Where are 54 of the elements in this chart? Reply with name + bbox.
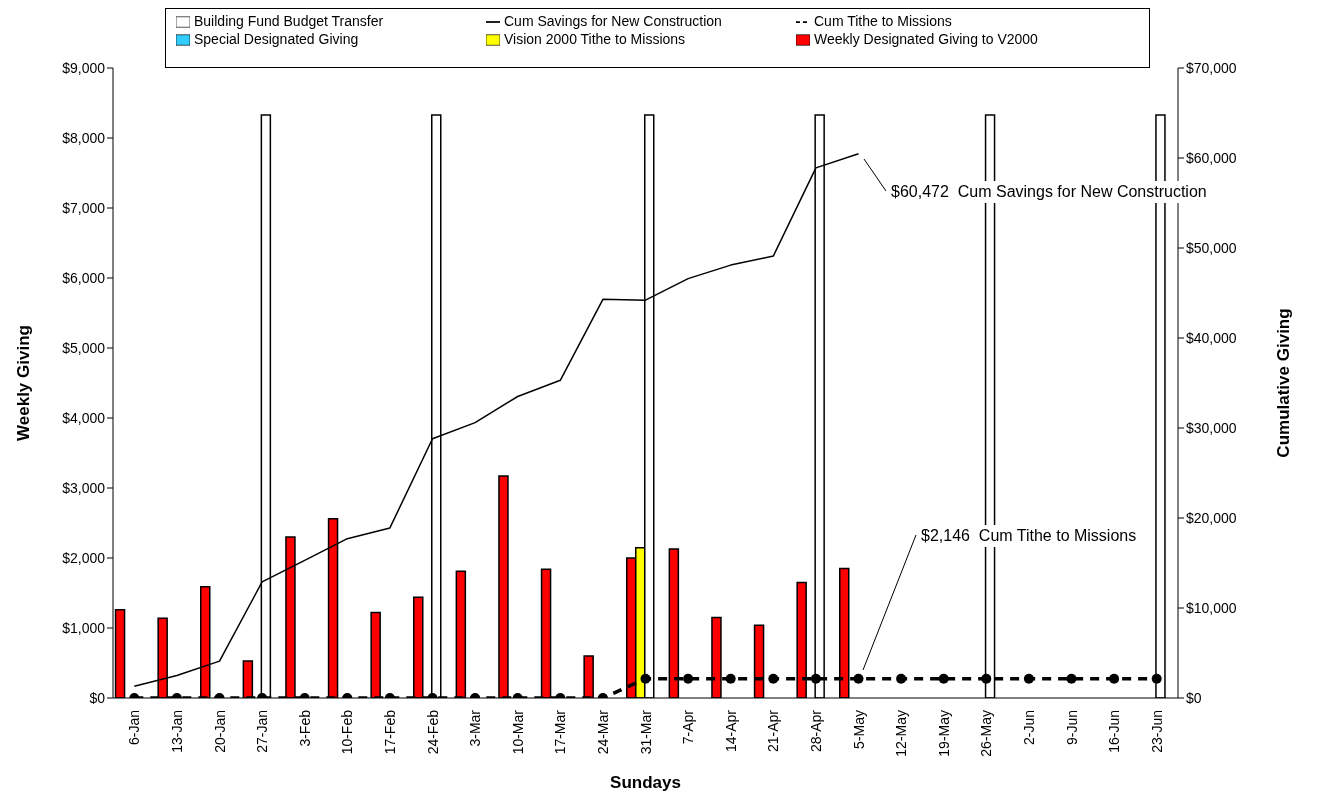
y-tick-label: $2,000 — [62, 549, 106, 566]
x-tick-label: 7-Apr — [680, 709, 697, 745]
x-tick-label: 31-Mar — [637, 709, 654, 755]
x-tick-label: 17-Feb — [381, 709, 398, 755]
legend-label: Cum Savings for New Construction — [504, 13, 722, 29]
x-tick-label: 10-Mar — [509, 709, 526, 755]
x-tick-label: 3-Feb — [296, 709, 313, 747]
x-tick-label: 28-Apr — [807, 709, 824, 753]
x-tick-label: 6-Jan — [126, 710, 143, 746]
x-tick-label: 26-May — [978, 710, 995, 757]
y2-axis-title: Cumulative Giving — [1274, 308, 1294, 458]
x-tick-label: 12-May — [893, 710, 910, 757]
y-tick-label: $0 — [89, 689, 106, 706]
x-tick-label: 17-Mar — [552, 709, 569, 755]
x-tick-label: 20-Jan — [211, 710, 228, 753]
y2-tick-label: $0 — [1186, 689, 1202, 706]
x-tick-label: 9-Jun — [1063, 710, 1080, 746]
x-tick-label: 21-Apr — [765, 709, 782, 753]
x-tick-label: 16-Jun — [1106, 710, 1123, 753]
y2-tick-label: $30,000 — [1186, 419, 1237, 436]
y2-tick-label: $60,000 — [1186, 149, 1237, 166]
legend-label: Weekly Designated Giving to V2000 — [814, 31, 1038, 47]
y2-tick-label: $10,000 — [1186, 599, 1237, 616]
x-tick-label: 13-Jan — [168, 710, 185, 753]
legend-label: Special Designated Giving — [194, 31, 359, 47]
x-tick-label: 3-Mar — [467, 709, 484, 747]
y-tick-label: $5,000 — [62, 339, 106, 356]
legend-label: Cum Tithe to Missions — [814, 13, 952, 29]
annotation: $2,146 Cum Tithe to Missions — [918, 525, 1140, 547]
y-tick-label: $6,000 — [62, 269, 106, 286]
x-tick-label: 23-Jun — [1148, 710, 1165, 753]
x-tick-label: 10-Feb — [339, 709, 356, 755]
y-axis-title: Weekly Giving — [14, 325, 34, 441]
annotation: $60,472 Cum Savings for New Construction — [888, 181, 1210, 203]
x-tick-label: 27-Jan — [254, 710, 271, 753]
y-tick-label: $4,000 — [62, 409, 106, 426]
y-tick-label: $3,000 — [62, 479, 106, 496]
x-tick-label: 19-May — [935, 710, 952, 757]
x-tick-label: 2-Jun — [1020, 710, 1037, 746]
y-tick-label: $1,000 — [62, 619, 106, 636]
y2-tick-label: $20,000 — [1186, 509, 1237, 526]
x-tick-label: 24-Feb — [424, 709, 441, 755]
y2-tick-label: $40,000 — [1186, 329, 1237, 346]
y-tick-label: $8,000 — [62, 129, 106, 146]
legend-label: Vision 2000 Tithe to Missions — [504, 31, 686, 47]
y2-tick-label: $50,000 — [1186, 239, 1237, 256]
x-tick-label: 5-May — [850, 710, 867, 749]
x-tick-label: 24-Mar — [594, 709, 611, 755]
x-axis-title: Sundays — [610, 773, 681, 792]
x-tick-label: 14-Apr — [722, 709, 739, 753]
legend-label: Building Fund Budget Transfer — [194, 13, 384, 29]
y2-tick-label: $70,000 — [1186, 59, 1237, 76]
y-tick-label: $7,000 — [62, 199, 106, 216]
y-tick-label: $9,000 — [62, 59, 106, 76]
